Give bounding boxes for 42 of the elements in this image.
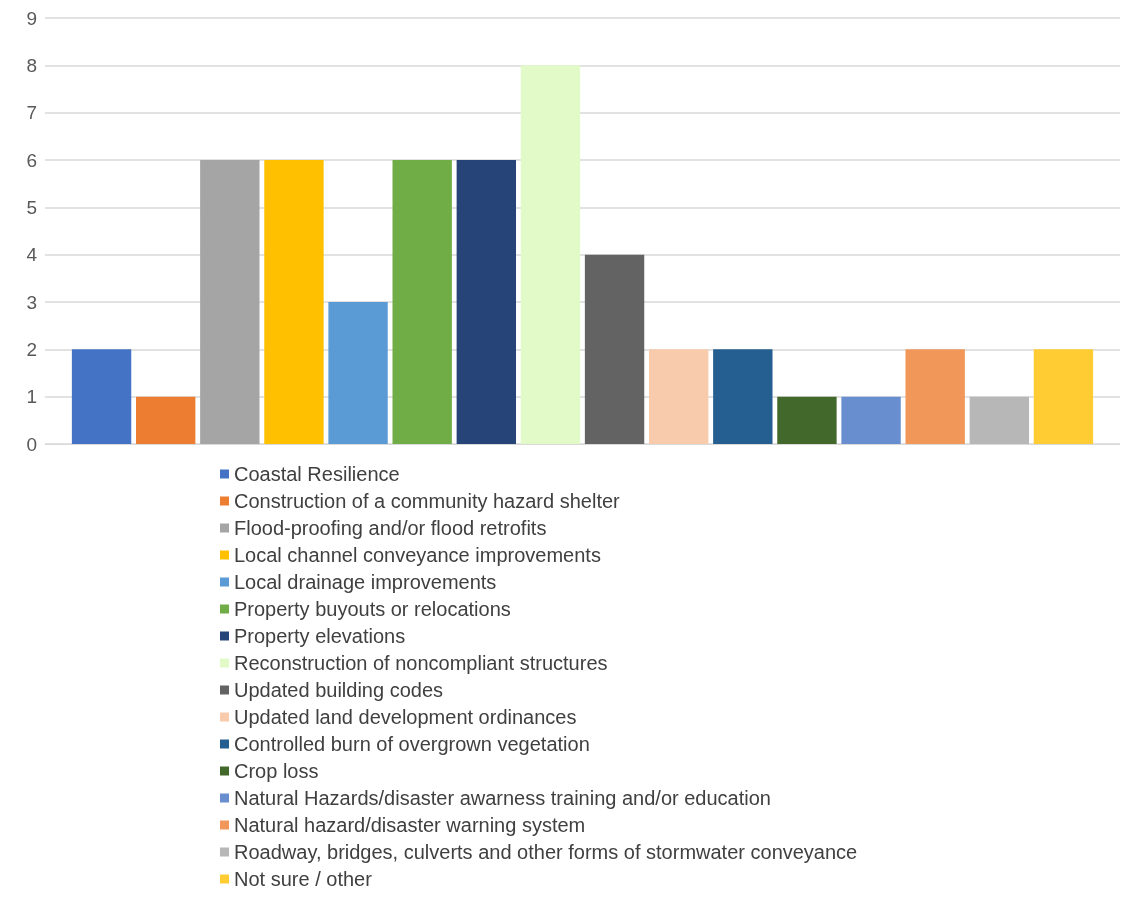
legend-label: Local drainage improvements [234,571,497,593]
y-tick-label: 0 [26,433,37,455]
legend-label: Property elevations [234,625,406,647]
legend-label: Controlled burn of overgrown vegetation [234,733,590,755]
y-tick-label: 2 [26,338,37,360]
legend-label: Roadway, bridges, culverts and other forms of stormwater conveyance [234,841,858,863]
y-tick-label: 7 [26,102,37,124]
bar [584,254,645,444]
legend-label: Crop loss [234,760,319,782]
bar [328,302,388,444]
legend-label: Natural hazard/disaster warning system [234,814,586,836]
y-tick-label: 1 [26,386,37,408]
bar [905,349,965,444]
bar [713,349,773,444]
legend-label: Flood-proofing and/or flood retrofits [234,517,547,539]
legend-label: Natural Hazards/disaster awarness training and/or education [234,787,771,809]
bar [200,160,260,444]
legend-label: Property buyouts or relocations [234,598,511,620]
bar [841,396,901,444]
y-tick-label: 5 [26,196,37,218]
bar [969,396,1029,444]
bar [1033,349,1094,444]
y-tick-label: 4 [26,244,38,266]
bar [392,160,452,444]
bar [777,396,837,444]
legend-label: Local channel conveyance improvements [234,544,601,566]
legend-label: Coastal Resilience [234,463,400,485]
bar [649,349,709,444]
legend-label: Construction of a community hazard shelter [234,490,621,512]
bar [456,160,516,444]
bar [71,349,132,444]
y-tick-label: 9 [26,7,37,29]
bar [520,65,581,444]
y-tick-label: 3 [26,291,37,313]
bar [264,160,324,444]
legend-label: Updated building codes [234,679,444,701]
legend-label: Updated land development ordinances [234,706,577,728]
legend-label: Reconstruction of noncompliant structures [234,652,608,674]
y-tick-label: 8 [26,54,37,76]
y-tick-label: 6 [26,149,37,171]
legend-label: Not sure / other [234,868,373,890]
bar [136,396,196,444]
